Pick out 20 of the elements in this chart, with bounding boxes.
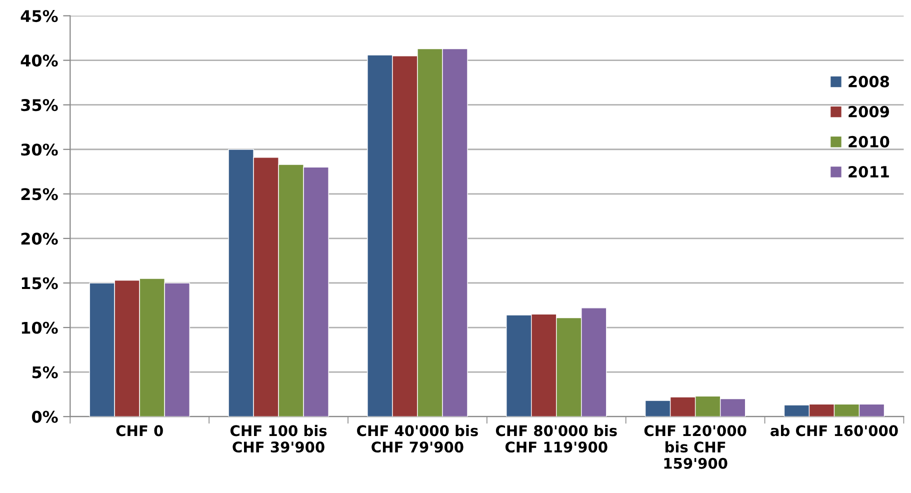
y-tick-label: 5% xyxy=(32,366,58,378)
x-tick-label: CHF 120'000 bis CHF 159'900 xyxy=(644,425,746,469)
y-tick-label: 0% xyxy=(32,410,58,423)
x-tick-label: CHF 40'000 bis CHF 79'900 xyxy=(357,424,478,453)
legend-label: 2009 xyxy=(848,106,889,118)
x-tick-label: CHF 100 bis CHF 39'900 xyxy=(230,424,327,453)
x-tick-label: ab CHF 160'000 xyxy=(770,424,898,436)
y-tick-label: 35% xyxy=(21,99,58,112)
x-tick-label: CHF 0 xyxy=(116,425,163,436)
y-tick-label: 25% xyxy=(21,188,58,200)
y-tick-label: 20% xyxy=(21,232,58,245)
legend-label: 2011 xyxy=(848,166,889,178)
legend-label: 2010 xyxy=(848,136,890,148)
y-tick-label: 45% xyxy=(20,10,58,22)
legend-label: 2008 xyxy=(848,76,890,88)
x-tick-label: CHF 80'000 bis CHF 119'900 xyxy=(496,424,617,453)
y-tick-label: 40% xyxy=(20,54,58,67)
y-tick-label: 10% xyxy=(22,322,58,334)
y-tick-label: 30% xyxy=(21,144,58,156)
y-tick-label: 15% xyxy=(22,277,58,290)
